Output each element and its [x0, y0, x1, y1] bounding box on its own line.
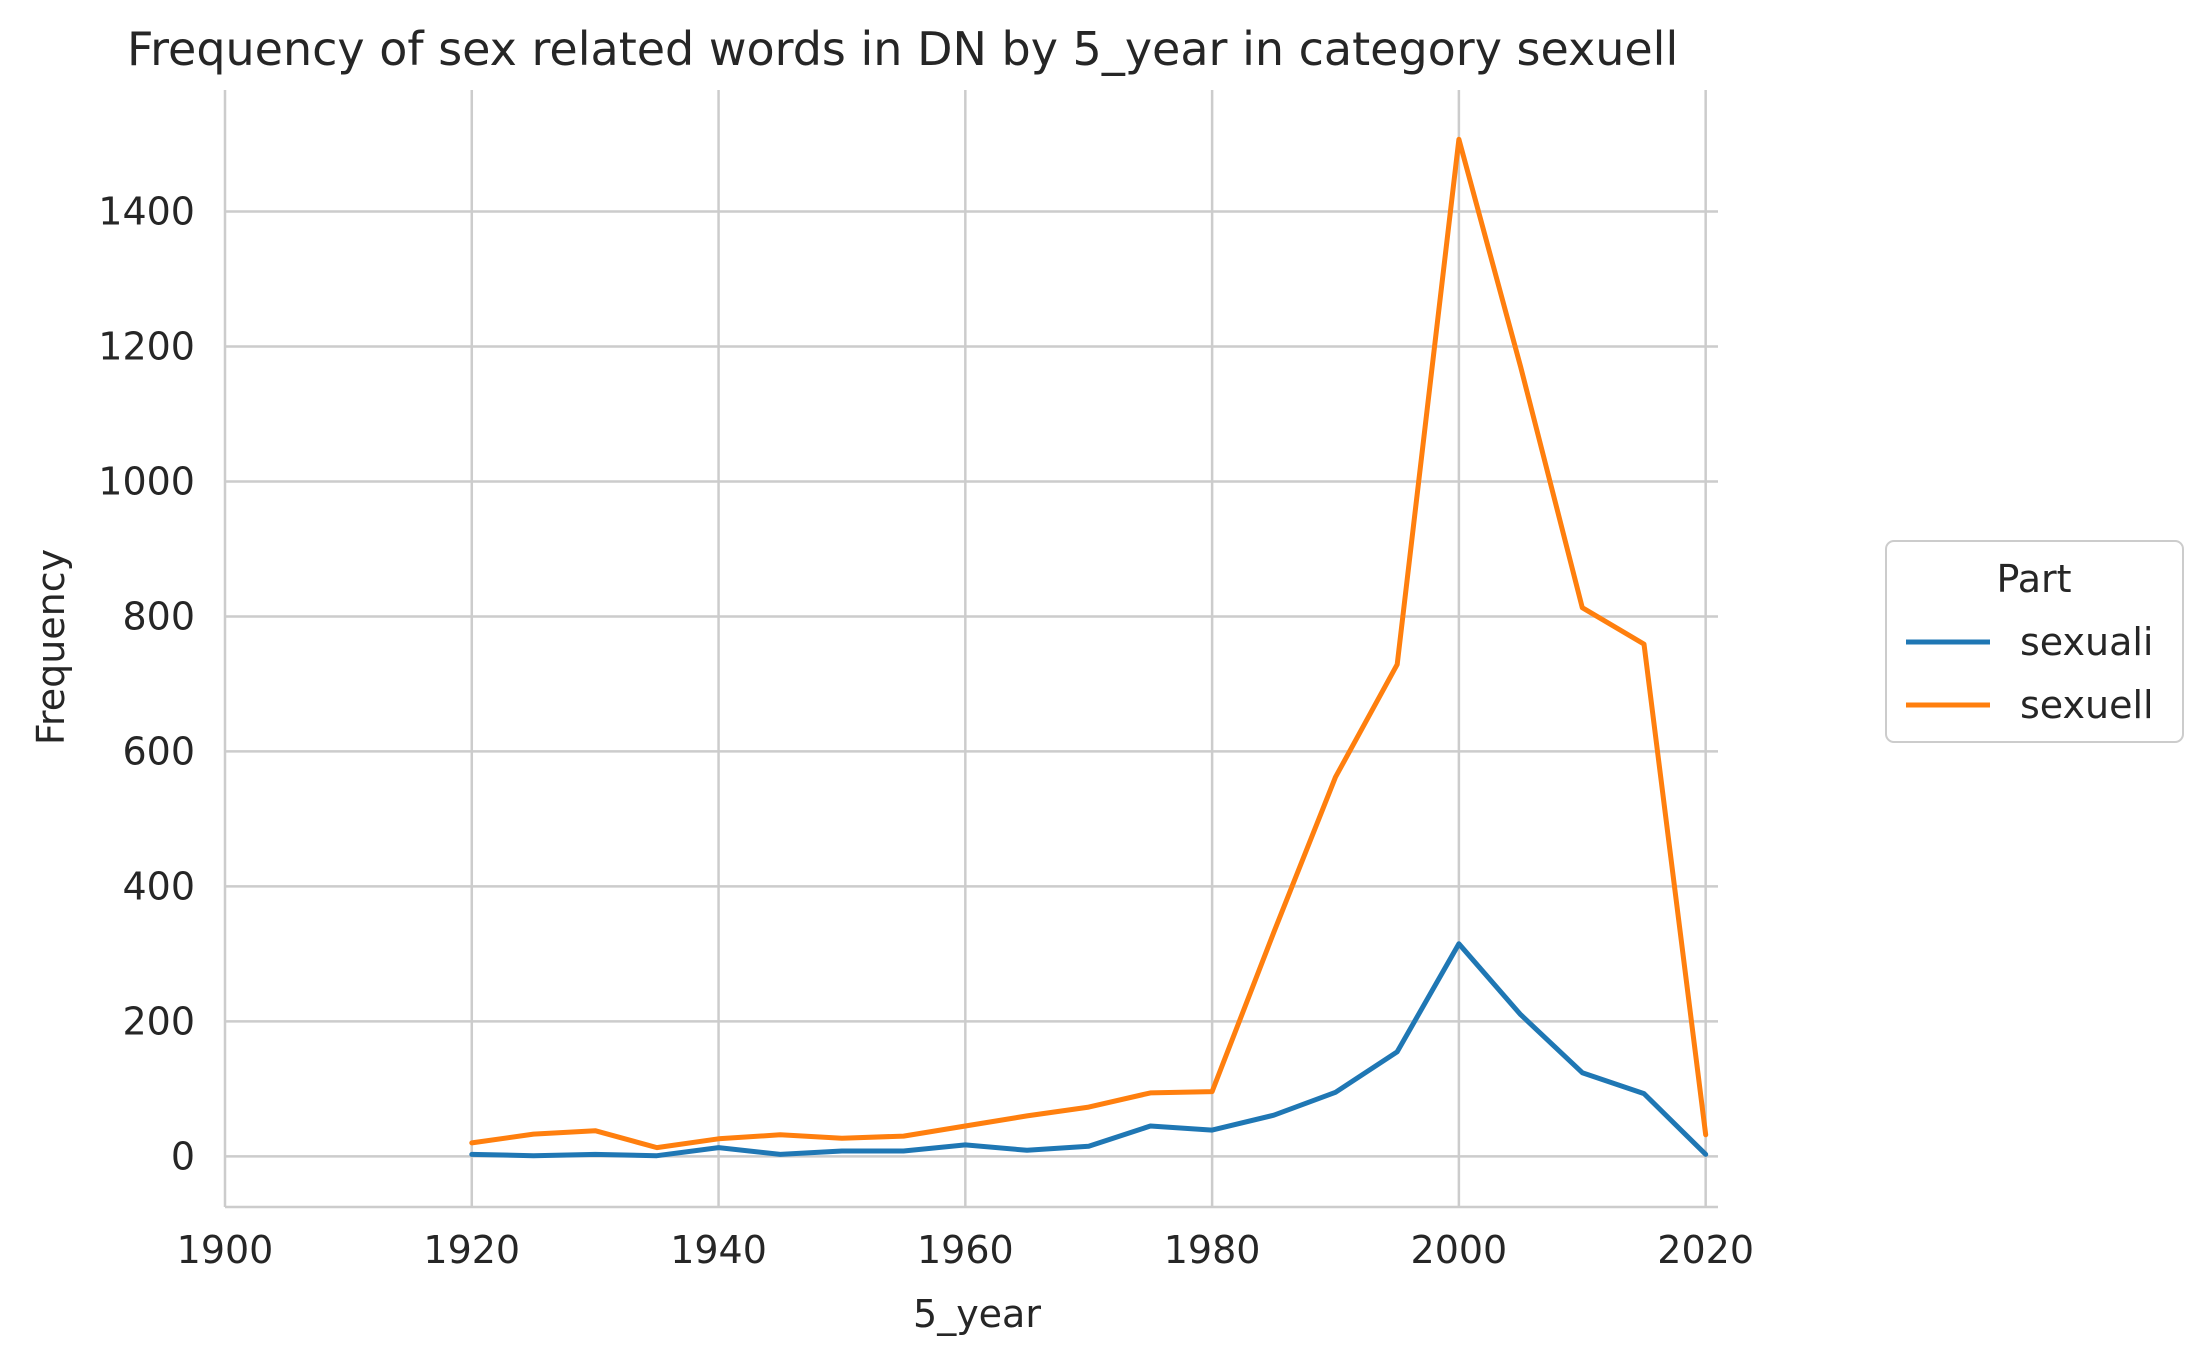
- y-tick-label: 1200: [98, 324, 195, 368]
- legend: Part sexuali sexuell: [1885, 540, 2184, 743]
- chart-title: Frequency of sex related words in DN by …: [127, 22, 1678, 76]
- x-tick-label: 1960: [917, 1228, 1014, 1272]
- y-tick-label: 1400: [98, 189, 195, 233]
- y-axis-label: Frequency: [29, 549, 73, 745]
- y-tick-label: 0: [171, 1134, 195, 1178]
- y-tick-label: 400: [122, 864, 195, 908]
- x-axis-label: 5_year: [913, 1292, 1041, 1336]
- legend-frame: [1885, 540, 2184, 743]
- x-tick-label: 2020: [1657, 1228, 1754, 1272]
- axes: [223, 90, 1718, 1209]
- legend-title: Part: [1996, 557, 2071, 601]
- series-line-sexuell: [469, 136, 1709, 1151]
- series-lines: [469, 136, 1709, 1159]
- x-tick-labels: 1900 1920 1940 1960 1980 2000 2020: [177, 1228, 1754, 1272]
- y-tick-label: 1000: [98, 459, 195, 503]
- x-tick-label: 2000: [1411, 1228, 1508, 1272]
- y-tick-label: 200: [122, 999, 195, 1043]
- series-line-sexuali: [469, 941, 1709, 1159]
- y-tick-label: 800: [122, 594, 195, 638]
- grid: [225, 90, 1718, 1207]
- y-tick-labels: 0 200 400 600 800 1000 1200 1400: [98, 189, 195, 1178]
- x-tick-label: 1940: [670, 1228, 767, 1272]
- x-tick-label: 1980: [1164, 1228, 1261, 1272]
- y-tick-label: 600: [122, 729, 195, 773]
- legend-label-sexuali: sexuali: [2020, 620, 2153, 664]
- x-tick-label: 1900: [177, 1228, 274, 1272]
- x-tick-label: 1920: [423, 1228, 520, 1272]
- legend-label-sexuell: sexuell: [2020, 683, 2154, 727]
